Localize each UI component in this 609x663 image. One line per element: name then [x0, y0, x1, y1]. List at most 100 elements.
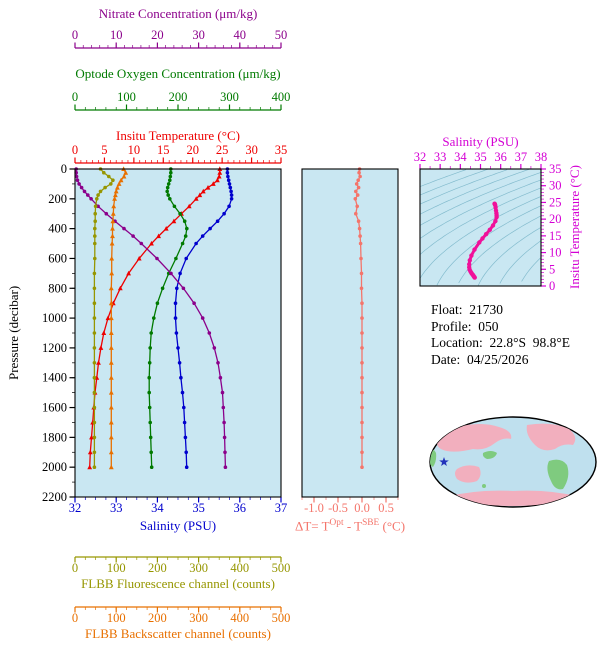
svg-text:300: 300 [220, 90, 239, 104]
svg-text:30: 30 [192, 28, 205, 42]
svg-text:0.0: 0.0 [354, 501, 370, 515]
landmass-eurasia [437, 424, 512, 452]
svg-text:300: 300 [189, 611, 208, 625]
svg-text:0: 0 [72, 90, 78, 104]
svg-text:2200: 2200 [42, 490, 67, 504]
landmass-north-america [526, 423, 576, 451]
svg-text:30: 30 [549, 179, 562, 193]
svg-text:1200: 1200 [42, 341, 67, 355]
svg-text:15: 15 [157, 143, 170, 157]
series-delta-t [353, 167, 364, 470]
svg-text:800: 800 [48, 281, 67, 295]
svg-text:0: 0 [549, 279, 555, 293]
svg-text:500: 500 [272, 561, 291, 575]
backscatter-axis-title: FLBB Backscatter channel (counts) [85, 626, 271, 641]
landmass-south-america [547, 459, 569, 490]
svg-text:2000: 2000 [42, 460, 67, 474]
series-salinity [173, 167, 234, 470]
svg-text:100: 100 [107, 611, 126, 625]
svg-text:35: 35 [275, 143, 288, 157]
axis-ts-salinity [419, 164, 542, 169]
landmass-greenland [568, 421, 580, 429]
fluorescence-axis-title: FLBB Fluorescence channel (counts) [81, 576, 275, 591]
pressure-axis-title: Pressure (decibar) [6, 285, 21, 381]
svg-text:36: 36 [494, 150, 507, 164]
float-location-star [439, 457, 449, 466]
svg-text:25: 25 [549, 195, 562, 209]
svg-text:35: 35 [549, 162, 562, 176]
svg-text:15: 15 [549, 229, 562, 243]
svg-text:20: 20 [151, 28, 164, 42]
delta-t-title-part: - T [343, 518, 363, 534]
svg-text:0: 0 [72, 561, 78, 575]
svg-text:5: 5 [549, 262, 555, 276]
location-line: Location: 22.8°S 98.8°E [431, 335, 571, 350]
salinity-axis-title: Salinity (PSU) [139, 518, 217, 533]
svg-text:32: 32 [414, 150, 427, 164]
svg-text:37: 37 [515, 150, 528, 164]
svg-text:-1.0: -1.0 [304, 501, 324, 515]
svg-text:600: 600 [48, 251, 67, 265]
date-line: Date: 04/25/2026 [431, 351, 529, 367]
continents [430, 421, 581, 506]
svg-text:0: 0 [72, 611, 78, 625]
svg-text:0: 0 [72, 143, 78, 157]
svg-text:40: 40 [234, 28, 247, 42]
landmass-antarctica [445, 490, 581, 506]
isopycnal-contours [419, 168, 542, 286]
float-id-line: Float: 21730 [431, 302, 504, 317]
svg-text:20: 20 [549, 212, 562, 226]
svg-text:200: 200 [148, 561, 167, 575]
svg-text:200: 200 [48, 192, 67, 206]
delta-t-title-sup-sbe: SBE [362, 518, 380, 528]
svg-text:0: 0 [61, 162, 67, 176]
svg-text:36: 36 [234, 501, 247, 515]
svg-text:400: 400 [48, 222, 67, 236]
delta-t-title-part: ΔT= T [294, 518, 330, 534]
svg-text:200: 200 [148, 611, 167, 625]
ts-curve [467, 201, 499, 280]
svg-text:10: 10 [128, 143, 141, 157]
series-backscatter [108, 166, 129, 470]
svg-text:400: 400 [230, 561, 249, 575]
svg-text:-0.5: -0.5 [328, 501, 348, 515]
axis-nitrate [74, 42, 282, 49]
landmass-australia [455, 465, 481, 483]
landmass-new-zealand [482, 484, 486, 488]
temperature-axis-title: Insitu Temperature (°C) [116, 128, 240, 143]
svg-text:34: 34 [151, 501, 164, 515]
profile-number-line: Profile: 050 [431, 318, 499, 334]
svg-text:34: 34 [454, 150, 467, 164]
svg-text:20: 20 [186, 143, 199, 157]
svg-text:25: 25 [216, 143, 229, 157]
svg-text:500: 500 [272, 611, 291, 625]
svg-text:100: 100 [117, 90, 136, 104]
series-fluorescence [92, 167, 115, 470]
nitrate-axis-title: Nitrate Concentration (μm/kg) [98, 6, 258, 21]
axis-pressure [69, 168, 75, 498]
axis-temperature [74, 157, 282, 164]
svg-text:0.5: 0.5 [378, 501, 394, 515]
svg-text:35: 35 [474, 150, 487, 164]
svg-text:1400: 1400 [42, 371, 67, 385]
svg-text:35: 35 [192, 501, 205, 515]
svg-text:0: 0 [72, 28, 78, 42]
svg-text:30: 30 [245, 143, 258, 157]
delta-t-title-part: (°C) [379, 518, 406, 534]
world-map [429, 416, 597, 508]
svg-text:37: 37 [275, 501, 288, 515]
svg-text:10: 10 [110, 28, 123, 42]
svg-text:300: 300 [189, 561, 208, 575]
oxygen-axis-title: Optode Oxygen Concentration (μm/kg) [75, 66, 281, 81]
svg-text:33: 33 [434, 150, 447, 164]
series-oxygen [147, 167, 189, 470]
svg-text:1600: 1600 [42, 401, 67, 415]
ts-temperature-axis-title: Insitu Temperature (°C) [567, 165, 582, 290]
svg-text:1800: 1800 [42, 430, 67, 444]
float-info-block: Float: 21730 Profile: 050 Location: 22.8… [431, 302, 570, 368]
svg-text:100: 100 [107, 561, 126, 575]
svg-text:1000: 1000 [42, 311, 67, 325]
svg-text:200: 200 [169, 90, 188, 104]
svg-text:33: 33 [110, 501, 123, 515]
